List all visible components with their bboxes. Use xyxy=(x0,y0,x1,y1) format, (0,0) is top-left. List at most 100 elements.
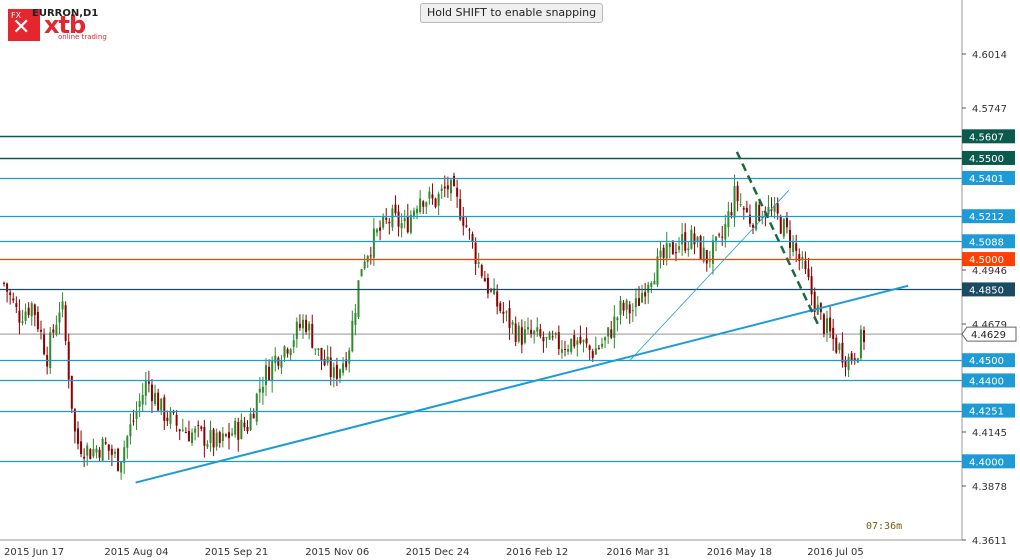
candle-body xyxy=(616,317,619,321)
level-label-box xyxy=(962,454,1015,469)
candle-body xyxy=(138,401,141,407)
candle-body xyxy=(298,323,301,328)
candle-body xyxy=(52,329,55,333)
candle-body xyxy=(363,261,366,269)
candle-body xyxy=(708,260,711,262)
candle-body xyxy=(305,319,308,333)
candle-body xyxy=(391,208,394,228)
candle-body xyxy=(471,234,474,242)
candle-body xyxy=(822,314,825,335)
candle-body xyxy=(394,204,397,214)
y-tick-label: 4.3878 xyxy=(972,482,1007,493)
candle-body xyxy=(597,347,600,349)
level-label: 4.4000 xyxy=(969,457,1004,468)
candle-body xyxy=(409,214,412,233)
candle-body xyxy=(403,218,406,222)
candle-body xyxy=(668,243,671,248)
candle-body xyxy=(55,324,58,335)
candle-body xyxy=(218,432,221,444)
x-tick-label: 2015 Dec 24 xyxy=(406,547,470,558)
candle-body xyxy=(144,381,147,396)
trendlines[interactable] xyxy=(135,151,909,484)
candle-body xyxy=(653,281,656,285)
candle-body xyxy=(314,348,317,350)
y-tick-label: 4.6014 xyxy=(972,50,1007,61)
candle-body xyxy=(733,186,736,218)
candle-body xyxy=(641,292,644,303)
candle-body xyxy=(557,332,560,350)
candle-body xyxy=(826,318,829,333)
trendline[interactable] xyxy=(735,151,821,329)
candle-body xyxy=(576,340,579,345)
candle-body xyxy=(600,343,603,347)
candle-body xyxy=(832,327,835,340)
candle-body xyxy=(776,203,779,214)
x-tick-label: 2016 Feb 12 xyxy=(506,547,568,558)
candle-body xyxy=(197,425,200,427)
candle-body xyxy=(483,278,486,282)
candle-body xyxy=(767,206,770,215)
candle-body xyxy=(678,246,681,250)
candle-body xyxy=(610,329,613,338)
candle-body xyxy=(496,291,499,307)
candle-body xyxy=(187,430,190,442)
y-tick-label: 4.4946 xyxy=(972,266,1007,277)
candle-body xyxy=(15,303,18,308)
candle-body xyxy=(160,398,163,411)
candle-body xyxy=(585,338,588,344)
candle-body xyxy=(446,185,449,190)
candle-body xyxy=(687,248,690,251)
candle-body xyxy=(773,205,776,212)
candle-body xyxy=(425,202,428,207)
candle-body xyxy=(604,337,607,341)
candle-body xyxy=(795,243,798,251)
candle-body xyxy=(659,250,662,258)
candle-body xyxy=(613,316,616,338)
snap-hint-button[interactable]: Hold SHIFT to enable snapping xyxy=(420,3,604,23)
candle-body xyxy=(634,298,637,308)
candle-body xyxy=(588,345,591,350)
candle-body xyxy=(665,243,668,259)
candle-body xyxy=(462,216,465,226)
candle-body xyxy=(388,221,391,224)
candle-body xyxy=(261,386,264,393)
candle-body xyxy=(234,420,237,435)
candle-body xyxy=(841,342,844,363)
candle-body xyxy=(104,442,107,444)
level-label: 4.4850 xyxy=(969,285,1004,296)
candle-body xyxy=(271,360,274,382)
candle-body xyxy=(564,349,567,351)
trendline[interactable] xyxy=(629,190,790,361)
candle-body xyxy=(286,349,289,354)
candle-body xyxy=(520,327,523,345)
candle-body xyxy=(191,432,194,444)
candle-body xyxy=(514,323,517,342)
candle-body xyxy=(647,284,650,293)
candle-body xyxy=(511,322,514,325)
candle-body xyxy=(443,186,446,189)
candle-body xyxy=(693,233,696,245)
candle-body xyxy=(338,369,341,378)
current-price-label: 4.4629 xyxy=(971,330,1006,341)
candle-body xyxy=(671,241,674,255)
candle-body xyxy=(209,430,212,444)
candle-body xyxy=(573,335,576,347)
candle-body xyxy=(24,311,27,321)
candle-body xyxy=(184,432,187,434)
candle-body xyxy=(163,397,166,422)
candle-body xyxy=(372,228,375,258)
candle-body xyxy=(258,388,261,393)
level-label: 4.4500 xyxy=(969,356,1004,367)
candle-body xyxy=(711,240,714,264)
candle-body xyxy=(379,227,382,231)
trendline[interactable] xyxy=(135,284,909,484)
candle-body xyxy=(607,327,610,337)
candle-body xyxy=(157,392,160,411)
price-axis-ticks: 4.6014 4.5747 4.4946 4.4679 4.4145 4.3878 4.36… xyxy=(962,50,1007,547)
candle-body xyxy=(301,319,304,329)
horizontal-levels[interactable] xyxy=(0,135,962,463)
candle-body xyxy=(770,209,773,211)
level-label: 4.5088 xyxy=(969,237,1004,248)
